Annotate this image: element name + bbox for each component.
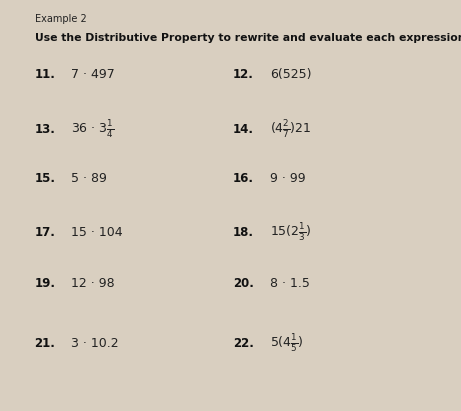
Text: 20.: 20. (233, 277, 254, 290)
Text: 12.: 12. (233, 68, 254, 81)
Text: Use the Distributive Property to rewrite and evaluate each expression.: Use the Distributive Property to rewrite… (35, 33, 461, 43)
Text: 12 · 98: 12 · 98 (71, 277, 115, 290)
Text: 21.: 21. (35, 337, 55, 350)
Text: 19.: 19. (35, 277, 56, 290)
Text: 18.: 18. (233, 226, 254, 239)
Text: 3 · 10.2: 3 · 10.2 (71, 337, 119, 350)
Text: 15 · 104: 15 · 104 (71, 226, 123, 239)
Text: Example 2: Example 2 (35, 14, 86, 24)
Text: 13.: 13. (35, 123, 55, 136)
Text: 16.: 16. (233, 172, 254, 185)
Text: 6(525): 6(525) (270, 68, 311, 81)
Text: 17.: 17. (35, 226, 55, 239)
Text: 7 · 497: 7 · 497 (71, 68, 115, 81)
Text: 5 · 89: 5 · 89 (71, 172, 107, 185)
Text: $\mathregular{5(4}\mathregular{\frac{1}{5}}\mathregular{)}$: $\mathregular{5(4}\mathregular{\frac{1}{… (270, 332, 303, 354)
Text: 14.: 14. (233, 123, 254, 136)
Text: 11.: 11. (35, 68, 55, 81)
Text: $\mathregular{15(2}\mathregular{\frac{1}{3}}\mathregular{)}$: $\mathregular{15(2}\mathregular{\frac{1}… (270, 221, 311, 243)
Text: 22.: 22. (233, 337, 254, 350)
Text: $\mathregular{36\ ·\ 3}\mathregular{\frac{1}{4}}$: $\mathregular{36\ ·\ 3}\mathregular{\fra… (71, 118, 115, 141)
Text: 9 · 99: 9 · 99 (270, 172, 305, 185)
Text: 8 · 1.5: 8 · 1.5 (270, 277, 309, 290)
Text: $\mathregular{(4}\mathregular{\frac{2}{7}}\mathregular{)21}$: $\mathregular{(4}\mathregular{\frac{2}{7… (270, 118, 311, 141)
Text: 15.: 15. (35, 172, 56, 185)
